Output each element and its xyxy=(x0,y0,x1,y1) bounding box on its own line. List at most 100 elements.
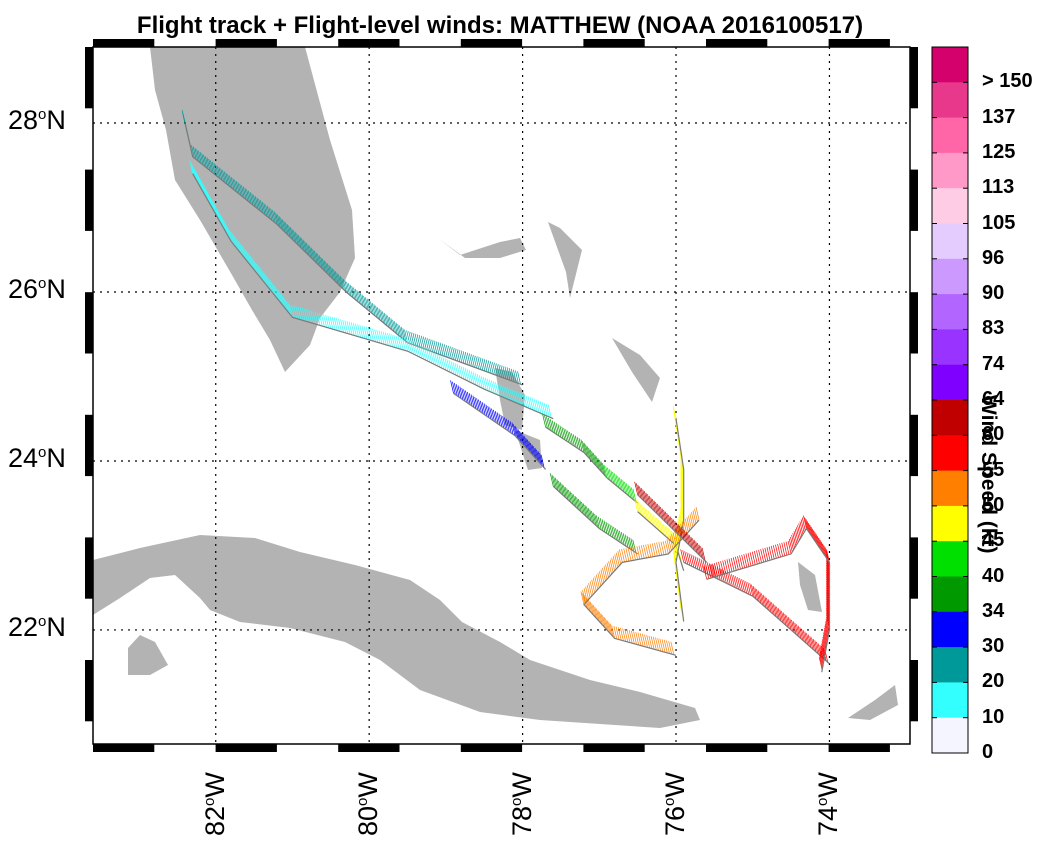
wind-barb xyxy=(599,459,603,473)
wind-barb xyxy=(756,588,760,603)
border-tick xyxy=(85,47,93,109)
border-tick xyxy=(85,169,93,231)
wind-barb xyxy=(592,578,597,592)
wind-barb xyxy=(633,631,637,645)
wind-barb xyxy=(363,295,367,309)
wind-barb xyxy=(453,382,458,397)
wind-barb xyxy=(448,360,453,374)
wind-barb xyxy=(622,628,626,642)
wind-barb xyxy=(215,164,219,178)
wind-barb xyxy=(696,557,701,571)
wind-barb xyxy=(692,538,696,552)
wind-barb xyxy=(422,347,427,361)
colorbar-swatch xyxy=(932,611,968,648)
wind-barb xyxy=(479,400,484,414)
wind-barb xyxy=(484,377,489,391)
wind-barb xyxy=(732,557,737,571)
wind-barb xyxy=(240,243,244,257)
wind-barb xyxy=(594,513,599,528)
wind-barb xyxy=(367,327,372,341)
wind-barb xyxy=(588,583,592,597)
wind-barb xyxy=(404,338,408,352)
wind-barb xyxy=(492,409,497,423)
wind-barb xyxy=(682,550,687,564)
wind-barb xyxy=(671,530,675,545)
wind-barb xyxy=(787,540,792,554)
wind-barb xyxy=(354,288,359,302)
wind-barb xyxy=(553,476,557,490)
wind-barb xyxy=(389,333,393,347)
wind-barb xyxy=(547,404,552,418)
wind-barb xyxy=(486,378,491,392)
wind-barb xyxy=(438,355,443,369)
wind-barb xyxy=(382,311,386,325)
track-leg xyxy=(450,380,547,470)
wind-barb xyxy=(650,636,655,650)
wind-barb xyxy=(299,236,304,250)
wind-barb xyxy=(797,625,802,639)
wind-barb xyxy=(286,223,291,238)
wind-barb xyxy=(533,398,538,412)
wind-barb xyxy=(645,544,649,558)
wind-barb xyxy=(304,241,308,255)
wind-barb xyxy=(289,227,294,241)
wind-barb xyxy=(615,528,619,542)
wind-barb xyxy=(806,521,811,535)
wind-barb xyxy=(517,371,521,385)
wind-barb xyxy=(427,338,431,352)
wind-barb xyxy=(266,276,271,290)
wind-barb xyxy=(331,267,336,282)
colorbar-swatch xyxy=(932,541,968,577)
wind-barb xyxy=(608,561,612,575)
land-island-6 xyxy=(798,562,822,612)
wind-barb xyxy=(469,353,473,367)
wind-barb xyxy=(669,516,674,530)
wind-barb xyxy=(600,613,605,627)
wind-barb xyxy=(583,442,588,456)
wind-barb xyxy=(615,552,620,566)
wind-barb xyxy=(663,509,667,524)
wind-barb xyxy=(798,523,803,537)
longitude-label: 82oW xyxy=(199,772,230,836)
wind-barb xyxy=(544,415,548,429)
wind-barb xyxy=(824,627,828,642)
wind-barb xyxy=(519,431,523,445)
wind-barb xyxy=(192,146,197,160)
wind-barb xyxy=(278,216,283,230)
wind-barb xyxy=(597,516,602,530)
wind-barb xyxy=(297,306,302,320)
wind-barb xyxy=(446,344,450,359)
wind-barb xyxy=(318,255,323,269)
wind-barb xyxy=(340,319,344,333)
wind-barb xyxy=(605,466,610,480)
wind-barb xyxy=(656,517,660,531)
wind-barb xyxy=(511,422,516,436)
wind-barb xyxy=(761,593,765,607)
wind-barb xyxy=(476,398,480,412)
wind-barb xyxy=(701,547,706,561)
wind-barb xyxy=(537,400,542,414)
wind-barb xyxy=(513,424,517,438)
colorbar-swatch xyxy=(932,329,968,366)
wind-barb xyxy=(674,520,679,535)
wind-barb xyxy=(441,343,446,357)
colorbar-swatch xyxy=(932,82,968,119)
wind-barb xyxy=(735,556,739,570)
wind-barb xyxy=(617,627,622,641)
wind-barb xyxy=(516,427,520,441)
wind-barb xyxy=(559,425,564,439)
wind-barb xyxy=(261,269,265,283)
wind-barb xyxy=(558,480,562,494)
wind-barb xyxy=(331,316,336,330)
wind-barb xyxy=(400,326,405,340)
wind-barb xyxy=(658,542,663,556)
wind-barb xyxy=(585,586,589,600)
wind-barb xyxy=(466,391,471,405)
wind-barb xyxy=(520,432,525,446)
colorbar-label: 0 xyxy=(982,741,994,763)
wind-barb xyxy=(768,546,773,560)
wind-barb xyxy=(227,174,231,188)
wind-barb xyxy=(215,206,220,221)
wind-barb xyxy=(424,348,429,362)
wind-barb xyxy=(429,338,433,352)
